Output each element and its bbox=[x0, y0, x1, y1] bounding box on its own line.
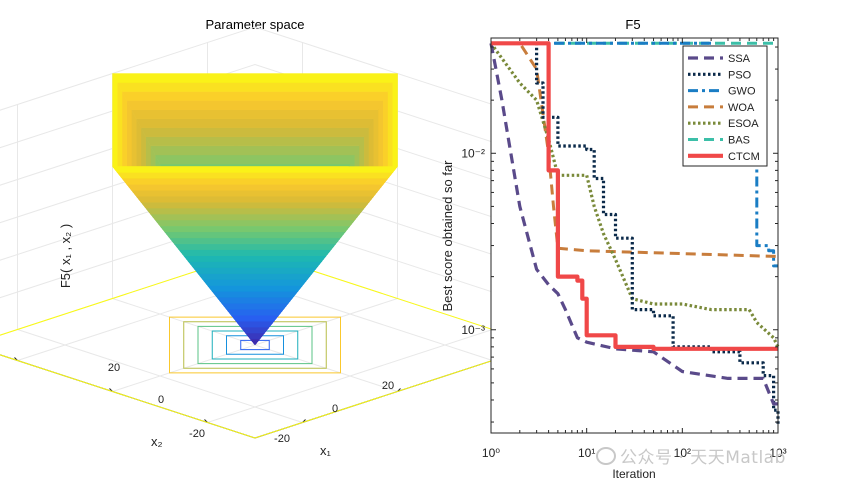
surface-band-front bbox=[173, 243, 337, 251]
series-line-ssa bbox=[489, 42, 778, 406]
surface-band-front bbox=[121, 178, 389, 185]
z-axis-label: F5( x₁ , x₂ ) bbox=[58, 224, 73, 288]
contour-line bbox=[169, 316, 341, 374]
z-gridline bbox=[0, 26, 541, 121]
surface-band bbox=[131, 109, 379, 119]
legend-label: BAS bbox=[728, 135, 750, 147]
series-line-gwo bbox=[491, 41, 778, 268]
x2-tick-label: 0 bbox=[158, 394, 164, 406]
contour-line bbox=[197, 325, 313, 365]
surface-band-front bbox=[245, 332, 265, 340]
surface-band-front bbox=[135, 196, 375, 203]
surface-band-front bbox=[202, 279, 308, 286]
surface-band-front bbox=[140, 201, 370, 209]
z-gridline bbox=[0, 63, 541, 158]
y-axis-label: Best score obtained so far bbox=[440, 160, 455, 312]
surface-band-front bbox=[112, 166, 398, 173]
surface-plot: Parameter space 0 5 10 15 20 25 30 F5( x… bbox=[0, 17, 542, 458]
surface-band bbox=[135, 118, 375, 129]
surface-band-front bbox=[188, 261, 322, 268]
surface-band bbox=[145, 136, 365, 147]
surface-band-front bbox=[226, 309, 284, 316]
x2-tick-label: -20 bbox=[189, 428, 205, 440]
contour-line bbox=[183, 321, 327, 369]
legend-label: PSO bbox=[728, 69, 752, 81]
surface-band-front bbox=[221, 303, 289, 310]
x1-tick-label: -20 bbox=[274, 433, 290, 445]
surface-band-front bbox=[235, 321, 275, 328]
x2-tick-label: 20 bbox=[108, 362, 120, 374]
surface-band-front bbox=[197, 273, 313, 280]
surface-band bbox=[121, 91, 389, 101]
y-tick-label: 10⁻² bbox=[461, 146, 485, 160]
x1-axis-label: x₁ bbox=[320, 443, 332, 458]
surface-band-front bbox=[392, 73, 398, 174]
x-tick-label: 10⁰ bbox=[482, 446, 500, 460]
x-tick-label: 10² bbox=[674, 446, 691, 460]
surface-band bbox=[154, 154, 356, 165]
watermark-text: 公众号 · 天天Matlab bbox=[620, 448, 786, 468]
surface-band-front bbox=[240, 326, 270, 334]
surface-band bbox=[150, 145, 360, 156]
surface-band-front bbox=[178, 249, 332, 256]
watermark: 公众号 · 天天Matlab bbox=[596, 443, 786, 468]
surface-band bbox=[116, 82, 394, 92]
contour-line bbox=[240, 339, 270, 351]
surface-band-front bbox=[150, 213, 360, 221]
surface-band-front bbox=[164, 231, 346, 239]
plot-frame bbox=[490, 37, 779, 434]
legend-label: ESOA bbox=[728, 118, 759, 130]
surface-band bbox=[140, 127, 370, 138]
series-line-woa bbox=[491, 41, 779, 258]
surface-band-front bbox=[211, 291, 299, 298]
legend-label: SSA bbox=[728, 53, 751, 65]
x-tick-label: 10³ bbox=[769, 446, 786, 460]
surface-band bbox=[112, 73, 398, 83]
x1-tick-label: 20 bbox=[382, 380, 394, 392]
x-axis-label: Iteration bbox=[612, 467, 655, 481]
surface-band-front bbox=[169, 237, 341, 245]
series-line-esoa bbox=[489, 42, 780, 348]
surface-band-front bbox=[207, 285, 303, 292]
surface-band-front bbox=[154, 219, 356, 227]
y-tick-label: 10⁻³ bbox=[461, 323, 485, 337]
x1-tick-label: 0 bbox=[332, 403, 338, 415]
surface-band-front bbox=[126, 184, 384, 191]
surface-band-front bbox=[192, 267, 318, 274]
surface-band-front bbox=[183, 255, 327, 262]
x-tick-label: 10¹ bbox=[578, 446, 595, 460]
x2-floor-gridline bbox=[17, 329, 303, 423]
surface-band bbox=[117, 82, 123, 179]
surface-band-front bbox=[116, 172, 394, 179]
contour-line bbox=[226, 335, 284, 355]
series-line-ctcm bbox=[491, 41, 778, 351]
surface-band-front bbox=[216, 297, 294, 304]
wechat-icon bbox=[596, 447, 616, 465]
surface-band-front bbox=[131, 190, 379, 197]
convergence-title: F5 bbox=[625, 17, 640, 32]
legend-label: GWO bbox=[728, 86, 756, 98]
surface-band-front bbox=[230, 315, 280, 322]
surface-band bbox=[112, 73, 118, 174]
convergence-plot: F5 10⁰ 10¹ 10² 10³ 10⁻² 10⁻³ Iteration B… bbox=[440, 17, 787, 481]
x2-axis-label: x₂ bbox=[151, 434, 163, 449]
legend-label: WOA bbox=[728, 102, 755, 114]
surface-title: Parameter space bbox=[206, 17, 305, 32]
surface-band-front bbox=[145, 207, 365, 215]
surface-band-front bbox=[387, 82, 393, 179]
contour-line bbox=[211, 330, 299, 360]
legend-label: CTCM bbox=[728, 151, 760, 163]
surface-band-front bbox=[159, 225, 351, 233]
legend: SSA PSO GWO WOA ESOA BAS CTCM bbox=[682, 45, 768, 167]
surface-band bbox=[126, 100, 384, 110]
